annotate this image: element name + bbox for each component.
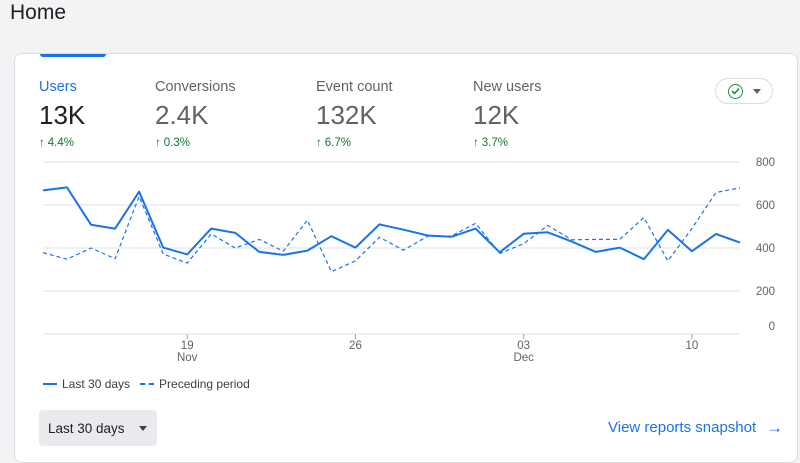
legend-label: Preceding period: [159, 377, 250, 391]
metric-delta: ↑ 3.7%: [473, 137, 508, 149]
insights-status-button[interactable]: [715, 78, 773, 104]
metric-event-count[interactable]: Event count 132K ↑ 6.7%: [316, 78, 393, 150]
metric-delta: ↑ 0.3%: [155, 137, 190, 149]
x-tick-month: Dec: [513, 352, 534, 364]
metric-label: Users: [39, 79, 77, 95]
arrow-up-icon: ↑: [39, 137, 45, 149]
metric-delta: ↑ 6.7%: [316, 137, 351, 149]
legend-current: Last 30 days: [43, 377, 130, 391]
x-tick-month: Nov: [177, 352, 198, 364]
metric-value: 132K: [316, 100, 377, 130]
legend-previous: Preceding period: [140, 377, 250, 391]
metric-value: 2.4K: [155, 100, 209, 130]
series-line-preceding-period: [42, 187, 741, 273]
metric-label: New users: [473, 79, 542, 95]
x-tick-label: 19: [181, 340, 194, 352]
legend-label: Last 30 days: [62, 377, 131, 391]
y-tick-label: 600: [756, 200, 775, 212]
page-title: Home: [10, 1, 67, 24]
arrow-up-icon: ↑: [473, 137, 479, 149]
y-tick-label: 800: [756, 157, 775, 169]
caret-down-icon: [752, 88, 761, 94]
metric-value: 13K: [39, 100, 86, 130]
arrow-up-icon: ↑: [155, 137, 161, 149]
metric-new-users[interactable]: New users 12K ↑ 3.7%: [473, 78, 542, 150]
check-circle-icon: [727, 83, 743, 99]
series-line-last-30-days: [42, 186, 741, 261]
metric-label: Event count: [316, 79, 393, 95]
x-tick-label: 10: [686, 340, 699, 352]
view-reports-snapshot-link[interactable]: View reports snapshot →: [608, 419, 783, 436]
date-range-dropdown[interactable]: Last 30 days: [39, 410, 157, 446]
metric-users[interactable]: Users 13K ↑ 4.4%: [39, 78, 85, 150]
arrow-right-icon: →: [766, 418, 784, 437]
metric-delta: ↑ 4.4%: [39, 137, 74, 149]
metric-conversions[interactable]: Conversions 2.4K ↑ 0.3%: [155, 78, 236, 150]
metric-label: Conversions: [155, 79, 236, 95]
chart-legend: Last 30 days Preceding period: [43, 377, 250, 391]
arrow-up-icon: ↑: [316, 137, 322, 149]
caret-down-icon: [138, 425, 147, 431]
solid-line-swatch: [43, 383, 57, 385]
y-tick-label: 0: [769, 321, 775, 333]
metric-value: 12K: [473, 100, 520, 130]
active-tab-indicator: [40, 54, 106, 57]
y-tick-label: 400: [756, 243, 775, 255]
link-label: View reports snapshot: [608, 419, 757, 436]
x-tick-label: 26: [349, 340, 362, 352]
date-range-label: Last 30 days: [48, 420, 125, 436]
y-tick-label: 200: [756, 286, 775, 298]
overview-card: Users 13K ↑ 4.4% Conversions 2.4K ↑ 0.3% E…: [14, 53, 798, 463]
x-tick-label: 03: [517, 340, 530, 352]
dashed-line-swatch: [140, 383, 155, 385]
